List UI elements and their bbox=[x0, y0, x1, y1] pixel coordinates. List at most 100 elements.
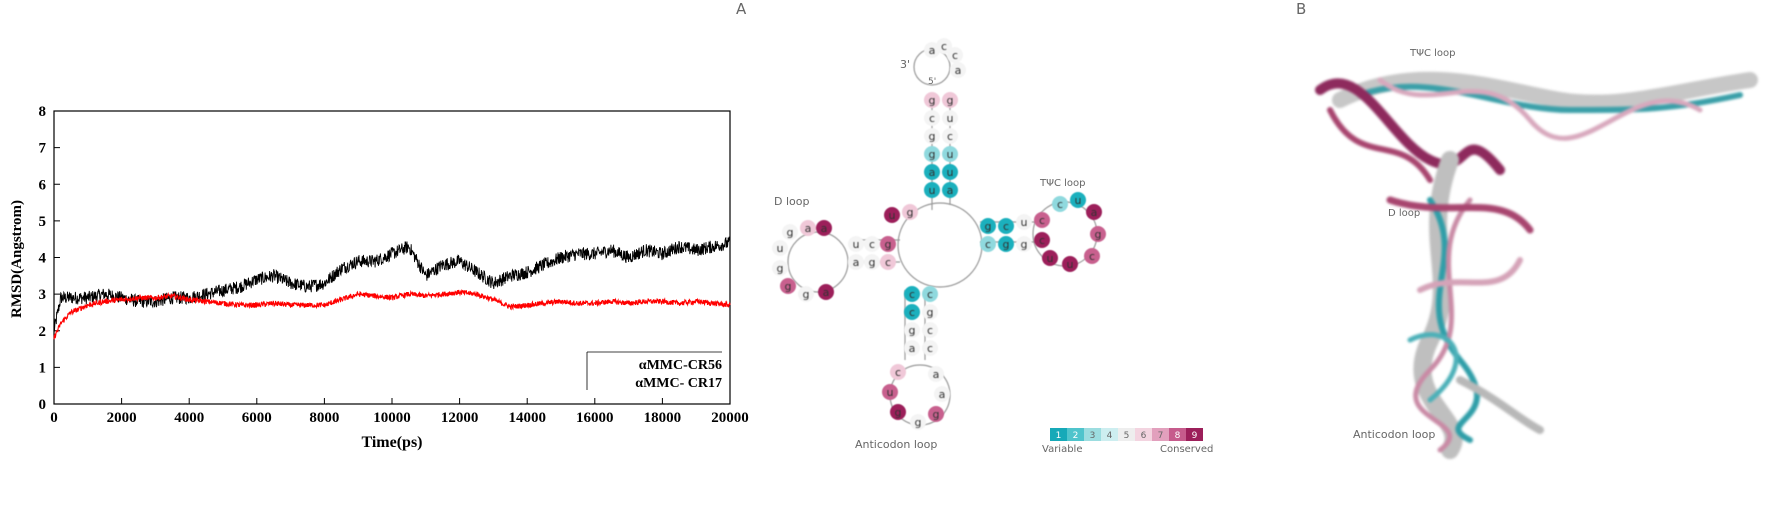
nucleotide-circle bbox=[947, 47, 963, 63]
nucleotide-circle bbox=[904, 340, 920, 356]
x-tick-label: 2000 bbox=[107, 410, 137, 426]
rmsd-line-chart: 0 2000 4000 6000 8000 10000 12000 14000 16000 180… bbox=[9, 104, 749, 451]
y-tick-label: 5 bbox=[39, 214, 47, 230]
nucleotide-circle bbox=[980, 218, 996, 234]
b-d-loop-label: D loop bbox=[1388, 208, 1420, 219]
nucleotide-base: c bbox=[941, 40, 947, 53]
scale-number: 5 bbox=[1124, 431, 1130, 441]
nucleotide-base: u bbox=[887, 386, 894, 399]
nucleotide-base: a bbox=[821, 222, 828, 235]
scale-swatch bbox=[1186, 428, 1203, 441]
nucleotide-circle bbox=[864, 254, 880, 270]
nucleotide-base: g bbox=[947, 94, 954, 107]
scale-conserved-label: Conserved bbox=[1160, 444, 1213, 455]
nucleotide-circle bbox=[942, 164, 958, 180]
nucleotide-base: a bbox=[939, 388, 946, 401]
b-tpsic-loop-label: TΨC loop bbox=[1409, 48, 1456, 59]
conservation-scale: 1 2 3 4 5 6 7 8 9 bbox=[1050, 428, 1203, 441]
scale-number: 2 bbox=[1073, 431, 1079, 441]
nucleotide-circle bbox=[1086, 204, 1102, 220]
x-tick-label: 20000 bbox=[711, 410, 749, 426]
scale-swatch bbox=[1067, 428, 1084, 441]
nucleotide-circle bbox=[998, 218, 1014, 234]
chart-axes: 0 2000 4000 6000 8000 10000 12000 14000 16000 180… bbox=[39, 104, 749, 426]
nucleotide-base: g bbox=[929, 148, 936, 161]
d-loop-label: D loop bbox=[774, 195, 809, 208]
nucleotide-base: g bbox=[1021, 238, 1028, 251]
y-tick-label: 7 bbox=[39, 141, 47, 157]
scale-swatch bbox=[1152, 428, 1169, 441]
scale-swatch bbox=[1135, 428, 1152, 441]
y-tick-label: 8 bbox=[39, 104, 47, 120]
nucleotide-circle bbox=[924, 146, 940, 162]
nucleotide-circle bbox=[1070, 192, 1086, 208]
nucleotide-circle bbox=[890, 404, 906, 420]
y-tick-label: 1 bbox=[39, 360, 47, 376]
nucleotide-circle bbox=[924, 92, 940, 108]
nucleotide-circle bbox=[884, 207, 900, 223]
nucleotide-base: c bbox=[909, 288, 915, 301]
nucleotide-circle bbox=[924, 128, 940, 144]
y-tick-label: 0 bbox=[39, 397, 47, 413]
five-prime-label: 5' bbox=[928, 77, 936, 87]
nucleotide-circle bbox=[910, 414, 926, 430]
x-axis-title: Time(ps) bbox=[361, 434, 422, 451]
legend-label-cr56: αMMC-CR56 bbox=[639, 358, 722, 373]
nucleotide-circle bbox=[928, 406, 944, 422]
nucleotide-base: g bbox=[909, 324, 916, 337]
nucleotide-circle bbox=[950, 62, 966, 78]
nucleotide-base: c bbox=[1089, 250, 1095, 263]
scale-number: 1 bbox=[1056, 431, 1062, 441]
nucleotide-circle bbox=[998, 236, 1014, 252]
nucleotide-circle bbox=[880, 236, 896, 252]
nucleotide-circle bbox=[1042, 250, 1058, 266]
nucleotide-circle bbox=[798, 286, 814, 302]
nucleotide-base: g bbox=[803, 288, 810, 301]
nucleotide-base: g bbox=[895, 406, 902, 419]
nucleotide-base: a bbox=[947, 184, 954, 197]
nucleotide-circle bbox=[924, 182, 940, 198]
x-tick-label: 4000 bbox=[174, 410, 204, 426]
nucleotide-circle bbox=[924, 164, 940, 180]
panel-b-letter: B bbox=[1296, 0, 1307, 18]
nucleotide-base: u bbox=[947, 112, 954, 125]
nucleotide-circle bbox=[942, 110, 958, 126]
nucleotide-circle bbox=[818, 284, 834, 300]
nucleotide-circle bbox=[882, 384, 898, 400]
nucleotide-circle bbox=[942, 182, 958, 198]
nucleotide-circle bbox=[1016, 236, 1032, 252]
nucleotide-base: c bbox=[895, 366, 901, 379]
nucleotide-circle bbox=[848, 236, 864, 252]
nucleotide-circle bbox=[904, 286, 920, 302]
trna-3d-structure-panel: TΨC loop D loop Anticodon loop bbox=[1300, 0, 1772, 518]
nucleotide-base: g bbox=[869, 256, 876, 269]
nucleotide-base: g bbox=[1003, 238, 1010, 251]
nucleotide-base: u bbox=[947, 166, 954, 179]
nucleotide-base: g bbox=[927, 306, 934, 319]
nucleotide-base: g bbox=[929, 94, 936, 107]
nucleotide-circle bbox=[922, 304, 938, 320]
x-tick-label: 16000 bbox=[576, 410, 614, 426]
nucleotide-base: c bbox=[947, 130, 953, 143]
x-tick-label: 14000 bbox=[508, 410, 546, 426]
nucleotide-circle bbox=[1062, 256, 1078, 272]
y-tick-label: 4 bbox=[39, 251, 47, 267]
nucleotide-circle bbox=[928, 366, 944, 382]
x-tick-label: 12000 bbox=[441, 410, 479, 426]
nucleotide-base: g bbox=[915, 416, 922, 429]
scale-number: 3 bbox=[1090, 431, 1096, 441]
nucleotide-base: u bbox=[853, 238, 860, 251]
x-tick-label: 6000 bbox=[242, 410, 272, 426]
nucleotide-circle bbox=[942, 92, 958, 108]
y-tick-label: 3 bbox=[39, 287, 47, 303]
series-line-cr17 bbox=[53, 289, 731, 340]
nucleotide-base: g bbox=[787, 226, 794, 239]
nucleotide-base: a bbox=[1091, 206, 1098, 219]
nucleotide-circle bbox=[782, 224, 798, 240]
trna-ribbon-structure bbox=[1315, 71, 1758, 459]
nucleotide-base: u bbox=[889, 209, 896, 222]
y-tick-label: 6 bbox=[39, 177, 47, 193]
panel-a-letter: A bbox=[736, 0, 747, 18]
nucleotide-circle bbox=[1084, 248, 1100, 264]
